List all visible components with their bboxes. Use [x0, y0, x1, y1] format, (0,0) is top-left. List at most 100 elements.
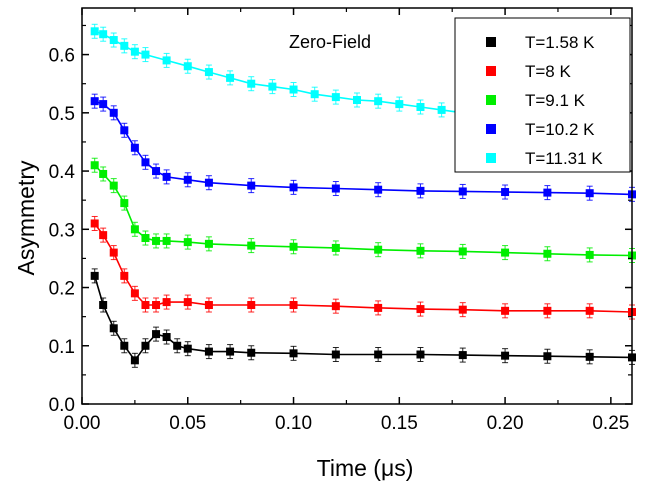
data-point — [247, 181, 256, 190]
data-point — [120, 41, 129, 50]
data-point — [289, 301, 298, 309]
legend-label: T=8 K — [525, 62, 571, 81]
data-point — [120, 341, 129, 350]
data-point — [204, 301, 213, 309]
x-tick-label: 0.20 — [487, 413, 524, 434]
data-point — [289, 242, 298, 251]
data-point — [204, 347, 213, 356]
data-point — [109, 108, 118, 117]
data-point — [152, 301, 161, 309]
data-point — [585, 189, 594, 198]
data-point — [204, 178, 213, 187]
data-point — [458, 351, 467, 360]
data-point — [331, 243, 340, 252]
data-point — [173, 341, 182, 350]
legend: T=1.58 K T=8 K T=9.1 K T=10.2 K T=11.31 K — [454, 17, 631, 173]
data-point — [162, 172, 171, 181]
data-point — [289, 349, 298, 358]
fit-line — [94, 30, 463, 114]
fit-line — [94, 223, 633, 313]
data-point — [226, 347, 235, 356]
x-axis-title: Time (μs) — [317, 455, 414, 481]
data-point — [458, 187, 467, 196]
data-point — [99, 169, 108, 178]
legend-marker — [486, 95, 496, 105]
data-point — [374, 185, 383, 194]
y-axis-title: Asymmetry — [13, 160, 39, 276]
data-point — [90, 27, 99, 36]
data-point — [543, 249, 552, 258]
data-point — [458, 305, 467, 314]
x-tick-label: 0.15 — [381, 413, 418, 434]
data-point — [120, 126, 129, 135]
y-tick-label: 0.2 — [49, 279, 75, 300]
data-point — [162, 298, 171, 307]
data-point — [162, 333, 171, 342]
fit-line — [94, 164, 633, 257]
data-point — [130, 225, 139, 234]
legend-marker — [486, 66, 496, 76]
data-point — [120, 271, 129, 280]
legend-label: T=11.31 K — [525, 149, 603, 168]
data-point — [152, 167, 161, 176]
data-point — [130, 47, 139, 56]
data-point — [109, 36, 118, 45]
data-point — [585, 306, 594, 315]
data-point — [501, 248, 510, 257]
data-point — [247, 301, 256, 309]
data-point — [183, 344, 192, 353]
data-point — [416, 305, 425, 314]
data-point — [90, 161, 99, 170]
data-point — [141, 234, 150, 243]
data-point — [141, 341, 150, 350]
plot-frame — [81, 7, 633, 405]
data-point — [183, 238, 192, 247]
y-tick-label: 0.5 — [49, 104, 75, 125]
data-point — [331, 302, 340, 311]
data-point — [543, 188, 552, 197]
data-point — [331, 350, 340, 359]
data-point — [162, 56, 171, 65]
legend-marker — [486, 153, 496, 163]
data-point — [130, 356, 139, 365]
legend-marker — [486, 124, 496, 134]
data-point — [374, 303, 383, 312]
legend-label: T=1.58 K — [525, 33, 595, 52]
data-point — [501, 306, 510, 315]
data-point — [90, 271, 99, 280]
data-point — [130, 143, 139, 152]
data-point — [204, 68, 213, 77]
data-point — [141, 50, 150, 59]
y-tick-label: 0.0 — [49, 395, 75, 416]
x-tick-label: 0.05 — [169, 413, 206, 434]
data-point — [247, 79, 256, 88]
data-point — [90, 219, 99, 228]
y-tick-label: 0.6 — [49, 46, 75, 67]
data-point — [152, 236, 161, 245]
legend-label: T=10.2 K — [525, 120, 595, 139]
y-tick-label: 0.1 — [49, 337, 75, 358]
axes-layer: 0.00 0.05 0.10 0.15 0.20 0.25 0.0 0.1 0.2 0.3 0.4 0… — [49, 7, 633, 434]
data-point — [331, 184, 340, 193]
data-point — [120, 199, 129, 208]
x-tick-label: 0.00 — [64, 413, 101, 434]
data-point — [141, 301, 150, 309]
data-point — [416, 103, 425, 111]
data-point — [109, 324, 118, 333]
data-point — [374, 245, 383, 254]
data-point — [109, 181, 118, 190]
y-tick-label: 0.4 — [49, 162, 76, 183]
data-point — [183, 298, 192, 307]
data-point — [289, 85, 298, 94]
data-point — [90, 97, 99, 106]
legend-marker — [486, 37, 496, 47]
data-point — [99, 301, 108, 309]
x-tick-label: 0.25 — [592, 413, 629, 434]
data-point — [204, 239, 213, 248]
data-point — [247, 241, 256, 250]
data-point — [331, 93, 340, 102]
data-point — [247, 348, 256, 357]
data-point — [458, 247, 467, 256]
data-point — [183, 175, 192, 184]
